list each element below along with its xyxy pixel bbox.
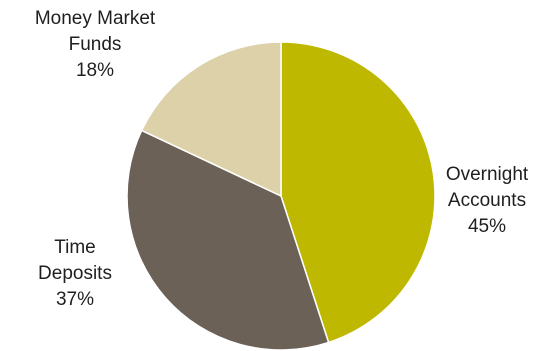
- slice-label-line: Overnight: [445, 164, 529, 185]
- slice-label-line: Funds: [68, 34, 122, 55]
- slice-percent-label: 45%: [467, 216, 507, 237]
- slice-label-time-deposits: Time Deposits 37%: [20, 235, 130, 313]
- slice-label-line: Deposits: [38, 263, 112, 284]
- slice-label-money-market: Money Market Funds 18%: [10, 6, 180, 84]
- slice-label-line: Time: [54, 237, 96, 258]
- pie-slices: [126, 41, 436, 351]
- slice-percent-label: 18%: [75, 60, 115, 81]
- slice-label-overnight-accounts: Overnight Accounts 45%: [426, 162, 548, 240]
- slice-label-line: Money Market: [34, 8, 156, 29]
- pie-slice-time-deposits: [126, 129, 330, 351]
- slice-label-line: Accounts: [447, 190, 527, 211]
- slice-percent-label: 37%: [55, 289, 95, 310]
- pie-slice-overnight-accounts: [280, 41, 436, 344]
- pie-slice-money-market-funds: [140, 41, 282, 197]
